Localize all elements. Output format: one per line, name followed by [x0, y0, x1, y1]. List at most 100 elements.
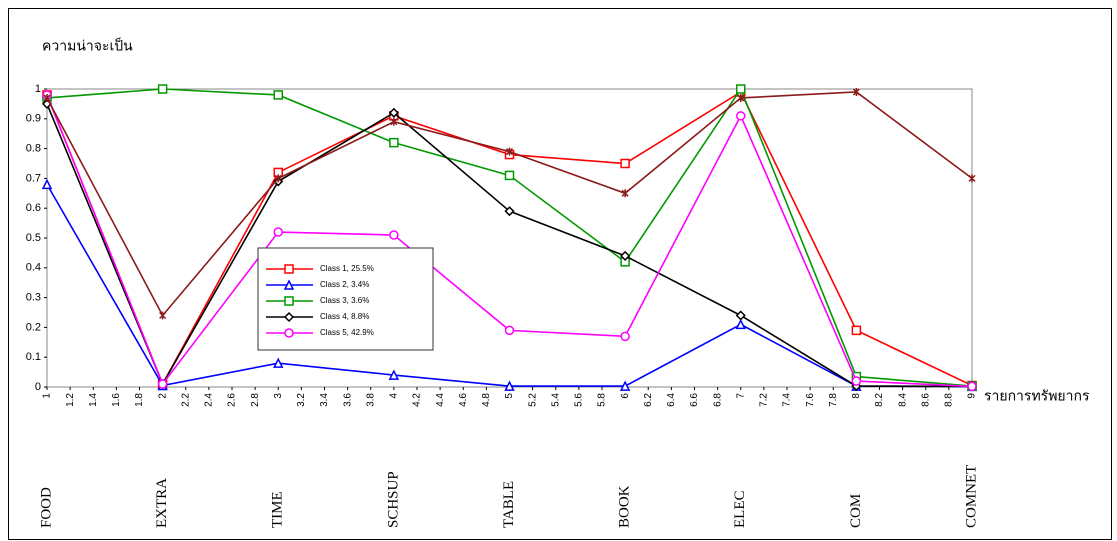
marker	[851, 325, 862, 336]
category-label: SCHSUP	[385, 471, 401, 528]
x-tick-label: 7.8	[828, 393, 839, 407]
x-tick-label: 3	[273, 393, 284, 399]
x-tick-label: 7.2	[759, 393, 770, 407]
category-label: TIME	[270, 491, 286, 528]
marker	[388, 107, 399, 118]
y-tick-label: 1	[35, 83, 41, 95]
x-tick-label: 4.4	[435, 393, 446, 407]
marker	[43, 93, 51, 102]
marker	[504, 206, 515, 217]
category-label: FOOD	[38, 487, 54, 528]
x-axis-label: รายการทรัพยากร	[984, 388, 1090, 404]
marker	[284, 296, 294, 306]
frame	[8, 8, 1112, 540]
marker	[283, 279, 295, 290]
legend-label: Class 3, 3.6%	[320, 296, 369, 305]
x-tick-label: 7	[735, 393, 746, 399]
marker	[736, 111, 746, 121]
x-tick-label: 8.8	[944, 393, 955, 407]
category-label: COMNET	[963, 465, 979, 528]
x-tick-label: 2.2	[180, 393, 191, 407]
marker	[273, 227, 283, 237]
x-tick-label: 8	[851, 393, 862, 399]
marker	[504, 325, 515, 336]
marker	[620, 250, 631, 261]
legend-label: Class 4, 8.8%	[320, 312, 369, 321]
x-tick-label: 6	[620, 393, 631, 399]
y-tick-label: 0.6	[26, 202, 41, 214]
x-tick-label: 2	[157, 393, 168, 399]
y-tick-label: 0.3	[26, 292, 41, 304]
x-tick-label: 5	[504, 393, 515, 399]
marker	[157, 84, 168, 94]
x-tick-label: 6.6	[689, 393, 700, 407]
x-tick-label: 1.2	[65, 393, 76, 407]
legend-label: Class 5, 42.9%	[320, 328, 374, 337]
x-tick-label: 1	[42, 393, 53, 399]
marker	[504, 170, 515, 181]
marker	[41, 178, 53, 190]
legend-label: Class 2, 3.4%	[320, 280, 369, 289]
marker	[274, 174, 282, 183]
category-label: COM	[848, 494, 864, 528]
marker	[284, 328, 294, 338]
x-tick-label: 3.6	[342, 393, 353, 407]
marker	[390, 117, 398, 126]
marker	[968, 174, 976, 183]
marker	[273, 357, 284, 368]
y-tick-label: 0.5	[26, 232, 41, 244]
x-tick-label: 2.4	[204, 393, 215, 407]
y-tick-label: 0.4	[26, 262, 41, 274]
x-tick-label: 4	[389, 393, 400, 399]
marker	[967, 381, 977, 392]
marker	[159, 311, 167, 320]
x-tick-label: 2.8	[250, 393, 261, 407]
x-tick-label: 6.2	[643, 393, 654, 407]
x-tick-label: 8.6	[920, 393, 931, 407]
category-label: BOOK	[617, 485, 633, 528]
marker	[273, 90, 283, 100]
marker	[504, 380, 515, 391]
x-tick-label: 4.6	[458, 393, 469, 407]
x-tick-label: 8.2	[874, 393, 885, 407]
x-tick-label: 7.6	[805, 393, 816, 407]
marker	[388, 369, 400, 380]
x-tick-label: 5.2	[527, 393, 538, 407]
x-tick-label: 3.2	[296, 393, 307, 407]
x-tick-label: 3.4	[319, 393, 330, 407]
marker	[505, 147, 514, 156]
category-label: TABLE	[501, 481, 517, 528]
marker	[283, 311, 295, 323]
x-tick-label: 4.2	[412, 393, 423, 407]
marker	[735, 318, 746, 330]
legend: Class 1, 25.5% Class 2, 3.4% Class 3, 3.6%…	[257, 247, 434, 351]
x-tick-label: 9	[967, 393, 978, 399]
y-tick-label: 0.9	[26, 113, 41, 125]
y-axis-label: ความน่าจะเป็น	[42, 37, 133, 54]
marker	[619, 380, 631, 391]
category-label: EXTRA	[154, 478, 170, 528]
marker	[621, 189, 629, 198]
y-tick-label: 0.1	[26, 351, 41, 363]
marker	[389, 230, 399, 240]
category-label: ELEC	[732, 491, 748, 529]
y-tick-label: 0.2	[26, 321, 41, 333]
series-line	[46, 90, 973, 387]
y-tick-label: 0.7	[26, 172, 41, 184]
marker	[620, 158, 630, 169]
y-tick-label: 0.8	[26, 143, 41, 155]
x-tick-label: 3.8	[365, 393, 376, 407]
x-tick-label: 1.8	[134, 393, 145, 407]
x-tick-label: 5.4	[550, 393, 561, 407]
y-tick-label: 0	[35, 381, 41, 393]
x-tick-label: 4.8	[481, 393, 492, 407]
x-tick-label: 8.4	[897, 393, 908, 407]
x-tick-label: 1.6	[111, 393, 122, 407]
marker	[736, 84, 746, 94]
marker	[851, 376, 862, 386]
marker	[157, 379, 168, 389]
marker	[735, 310, 746, 321]
x-tick-label: 6.4	[666, 393, 677, 407]
